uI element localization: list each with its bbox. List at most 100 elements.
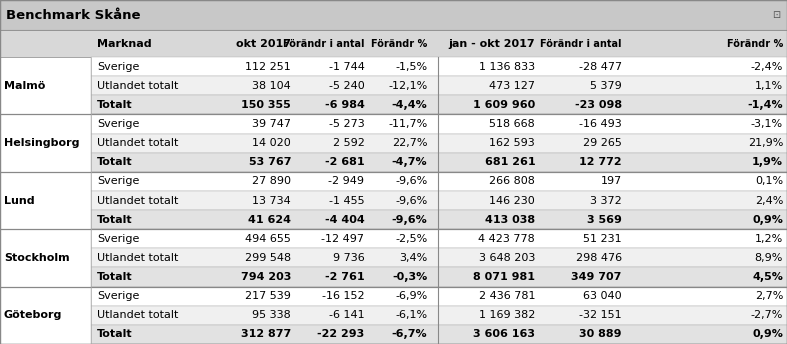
Text: Sverige: Sverige [97,291,139,301]
Text: -16 152: -16 152 [322,291,364,301]
Text: 2,4%: 2,4% [755,195,783,206]
Text: 21,9%: 21,9% [748,138,783,148]
Text: -2 761: -2 761 [325,272,364,282]
Text: 312 877: 312 877 [241,330,291,340]
Text: -1,5%: -1,5% [395,62,427,72]
Text: ⊡: ⊡ [773,10,781,20]
Text: -2,5%: -2,5% [395,234,427,244]
Text: 112 251: 112 251 [246,62,291,72]
Bar [91,57,787,76]
Bar [91,133,787,153]
Text: Sverige: Sverige [97,119,139,129]
Bar [91,191,787,210]
Text: -2 949: -2 949 [328,176,364,186]
Text: -4,7%: -4,7% [392,157,427,167]
Text: -2,7%: -2,7% [751,310,783,320]
Text: 3 569: 3 569 [587,215,622,225]
Text: 794 203: 794 203 [241,272,291,282]
Text: 0,9%: 0,9% [752,330,783,340]
Text: 13 734: 13 734 [253,195,291,206]
Bar [91,325,787,344]
Text: -11,7%: -11,7% [388,119,427,129]
Text: 3 648 203: 3 648 203 [478,253,535,263]
Text: Förändr %: Förändr % [371,39,427,49]
Text: -6 984: -6 984 [324,100,364,110]
Text: -4 404: -4 404 [324,215,364,225]
Text: Utlandet totalt: Utlandet totalt [97,81,178,91]
Text: -1 455: -1 455 [329,195,364,206]
Bar [0,30,787,57]
Text: Sverige: Sverige [97,62,139,72]
Text: Utlandet totalt: Utlandet totalt [97,310,178,320]
Text: -16 493: -16 493 [579,119,622,129]
Text: -9,6%: -9,6% [395,176,427,186]
Text: -4,4%: -4,4% [392,100,427,110]
Text: 22,7%: 22,7% [392,138,427,148]
Text: Utlandet totalt: Utlandet totalt [97,253,178,263]
Text: 8,9%: 8,9% [755,253,783,263]
Text: 298 476: 298 476 [575,253,622,263]
Bar [91,268,787,287]
Text: 266 808: 266 808 [490,176,535,186]
Text: 12 772: 12 772 [579,157,622,167]
Text: Förändr i antal: Förändr i antal [540,39,622,49]
Text: -9,6%: -9,6% [392,215,427,225]
Text: -3,1%: -3,1% [751,119,783,129]
Text: Lund: Lund [4,195,35,206]
Text: 4 423 778: 4 423 778 [478,234,535,244]
Text: -23 098: -23 098 [575,100,622,110]
Text: 29 265: 29 265 [583,138,622,148]
Text: 0,1%: 0,1% [755,176,783,186]
Text: 681 261: 681 261 [485,157,535,167]
Text: -5 240: -5 240 [329,81,364,91]
Text: 1,1%: 1,1% [755,81,783,91]
Text: -9,6%: -9,6% [395,195,427,206]
Text: 14 020: 14 020 [253,138,291,148]
Text: -5 273: -5 273 [329,119,364,129]
Text: jan - okt 2017: jan - okt 2017 [449,39,535,49]
Text: -6 141: -6 141 [329,310,364,320]
Text: Benchmark Skåne: Benchmark Skåne [6,9,141,22]
Text: 0,9%: 0,9% [752,215,783,225]
Bar [91,115,787,133]
Text: 3,4%: 3,4% [399,253,427,263]
Text: Helsingborg: Helsingborg [4,138,79,148]
Text: 3 372: 3 372 [590,195,622,206]
Text: 2 436 781: 2 436 781 [478,291,535,301]
Text: Förändr i antal: Förändr i antal [283,39,364,49]
Bar [91,172,787,191]
Text: 2 592: 2 592 [332,138,364,148]
Text: 494 655: 494 655 [246,234,291,244]
Text: 30 889: 30 889 [579,330,622,340]
Text: -1 744: -1 744 [328,62,364,72]
Text: Utlandet totalt: Utlandet totalt [97,138,178,148]
Text: 518 668: 518 668 [490,119,535,129]
Text: 349 707: 349 707 [571,272,622,282]
Text: Sverige: Sverige [97,176,139,186]
Text: 150 355: 150 355 [242,100,291,110]
Text: 41 624: 41 624 [248,215,291,225]
Text: Stockholm: Stockholm [4,253,69,263]
Text: 63 040: 63 040 [583,291,622,301]
Text: 162 593: 162 593 [490,138,535,148]
Bar [91,153,787,172]
Text: Sverige: Sverige [97,234,139,244]
Text: Totalt: Totalt [97,157,132,167]
Text: 1 169 382: 1 169 382 [478,310,535,320]
Text: -28 477: -28 477 [578,62,622,72]
Text: 51 231: 51 231 [583,234,622,244]
Text: 39 747: 39 747 [252,119,291,129]
Text: -1,4%: -1,4% [748,100,783,110]
Text: 9 736: 9 736 [333,253,364,263]
Text: 27 890: 27 890 [252,176,291,186]
Text: Marknad: Marknad [97,39,151,49]
Text: -12,1%: -12,1% [388,81,427,91]
Text: 217 539: 217 539 [246,291,291,301]
Text: -2 681: -2 681 [325,157,364,167]
Bar [0,0,787,30]
Text: 146 230: 146 230 [490,195,535,206]
Text: 1 609 960: 1 609 960 [473,100,535,110]
Text: Utlandet totalt: Utlandet totalt [97,195,178,206]
Text: 3 606 163: 3 606 163 [473,330,535,340]
Text: 299 548: 299 548 [245,253,291,263]
